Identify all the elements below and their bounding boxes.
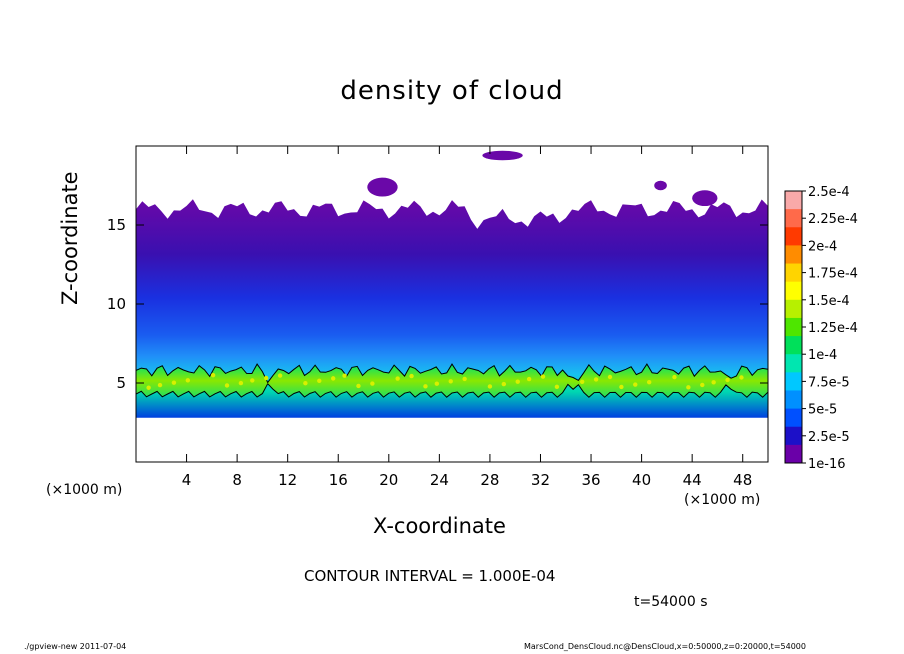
x-tick-label: 12 — [278, 471, 297, 489]
colorbar-swatch — [785, 372, 802, 391]
colorbar-swatch — [785, 390, 802, 410]
colorbar-swatch — [785, 354, 802, 373]
x-tick-label: 48 — [733, 471, 752, 489]
band-speckle — [462, 376, 467, 382]
band-speckle — [487, 384, 493, 389]
band-speckle — [593, 377, 599, 382]
band-speckle — [739, 375, 744, 380]
band-speckle — [672, 374, 677, 380]
cloud-patch — [482, 150, 523, 161]
band-speckle — [250, 378, 255, 383]
footer-left-text: ./gpview-new 2011-07-04 — [24, 642, 127, 651]
colorbar-swatch — [785, 426, 802, 446]
band-speckle — [501, 381, 507, 387]
band-speckle — [526, 376, 532, 382]
band-speckle — [607, 374, 613, 380]
band-speckle — [185, 378, 191, 383]
band-speckle — [448, 379, 453, 384]
band-speckle — [395, 376, 400, 381]
x-tick-label: 4 — [182, 471, 192, 489]
time-label: t=54000 s — [634, 594, 708, 610]
x-tick-label: 20 — [379, 471, 398, 489]
x-unit-label-right: (×1000 m) — [684, 492, 761, 508]
y-tick-label: 15 — [107, 216, 126, 234]
band-speckle — [356, 383, 361, 389]
colorbar-swatch — [785, 336, 802, 355]
footer-right-text: MarsCond_DensCloud.nc@DensCloud,x=0:5000… — [524, 642, 806, 651]
plot-area — [136, 150, 768, 418]
colorbar-label: 2.5e-4 — [808, 185, 850, 200]
x-tick-label: 36 — [581, 471, 600, 489]
band-speckle — [238, 380, 244, 386]
colorbar-label: 1.25e-4 — [808, 321, 858, 336]
contour-interval-text: CONTOUR INTERVAL = 1.000E-04 — [304, 567, 556, 585]
x-tick-label: 40 — [632, 471, 651, 489]
band-speckle — [277, 373, 283, 378]
band-speckle — [330, 376, 336, 381]
colorbar-label: 1.75e-4 — [808, 267, 858, 282]
band-speckle — [157, 382, 163, 388]
band-speckle — [224, 383, 230, 388]
band-speckle — [317, 378, 322, 383]
x-tick-label: 44 — [683, 471, 702, 489]
band-speckle — [725, 377, 730, 383]
band-speckle — [171, 380, 177, 385]
y-tick-label: 10 — [107, 295, 126, 313]
colorbar-label: 1.5e-4 — [808, 294, 850, 309]
colorbar-swatch — [785, 209, 802, 228]
band-speckle — [423, 384, 428, 389]
band-speckle — [515, 379, 520, 384]
x-tick-label: 28 — [480, 471, 499, 489]
band-speckle — [409, 373, 414, 379]
band-speckle — [303, 380, 308, 386]
colorbar-swatch — [785, 263, 802, 283]
cloud-region — [136, 199, 768, 418]
colorbar-swatch — [785, 317, 802, 337]
colorbar-swatch — [785, 281, 802, 301]
colorbar-label: 2.5e-5 — [808, 430, 850, 445]
band-speckle — [370, 381, 375, 386]
colorbar: 2.5e-4 2.25e-4 2e-4 1.75e-4 1.5e-4 1.25e-4 1e-… — [784, 185, 858, 472]
band-speckle — [579, 379, 585, 384]
colorbar-swatch — [785, 444, 802, 464]
band-speckle — [700, 382, 705, 388]
colorbar-label: 1e-16 — [808, 457, 846, 472]
colorbar-label: 2.25e-4 — [808, 212, 858, 227]
y-tick-label: 5 — [116, 374, 126, 392]
cloud-patch — [654, 180, 667, 191]
colorbar-swatch — [785, 245, 802, 265]
cloud-patch — [367, 177, 398, 197]
colorbar-label: 7.5e-5 — [808, 375, 850, 390]
colorbar-swatch — [785, 227, 802, 246]
band-speckle — [711, 380, 716, 385]
band-speckle — [434, 381, 440, 386]
band-speckle — [686, 385, 691, 390]
x-unit-label-left: (×1000 m) — [46, 482, 123, 498]
x-tick-label: 16 — [329, 471, 348, 489]
band-speckle — [540, 374, 546, 379]
chart-title: density of cloud — [340, 76, 564, 106]
band-speckle — [342, 373, 347, 378]
colorbar-label: 1e-4 — [808, 348, 837, 363]
colorbar-swatch — [785, 191, 802, 210]
cloud-patch — [692, 190, 718, 207]
x-axis-label: X-coordinate — [373, 514, 506, 538]
band-speckle — [633, 382, 638, 387]
band-speckle — [146, 385, 151, 390]
colorbar-swatch — [785, 408, 802, 428]
x-tick-label: 32 — [531, 471, 550, 489]
band-speckle — [646, 379, 652, 385]
colorbar-label: 2e-4 — [808, 239, 837, 254]
band-speckle — [554, 384, 560, 390]
colorbar-label: 5e-5 — [808, 403, 837, 418]
band-speckle — [210, 373, 216, 378]
band-speckle — [263, 375, 269, 381]
x-tick-label: 8 — [232, 471, 242, 489]
band-speckle — [619, 384, 624, 390]
x-tick-label: 24 — [430, 471, 449, 489]
colorbar-swatch — [785, 299, 802, 319]
